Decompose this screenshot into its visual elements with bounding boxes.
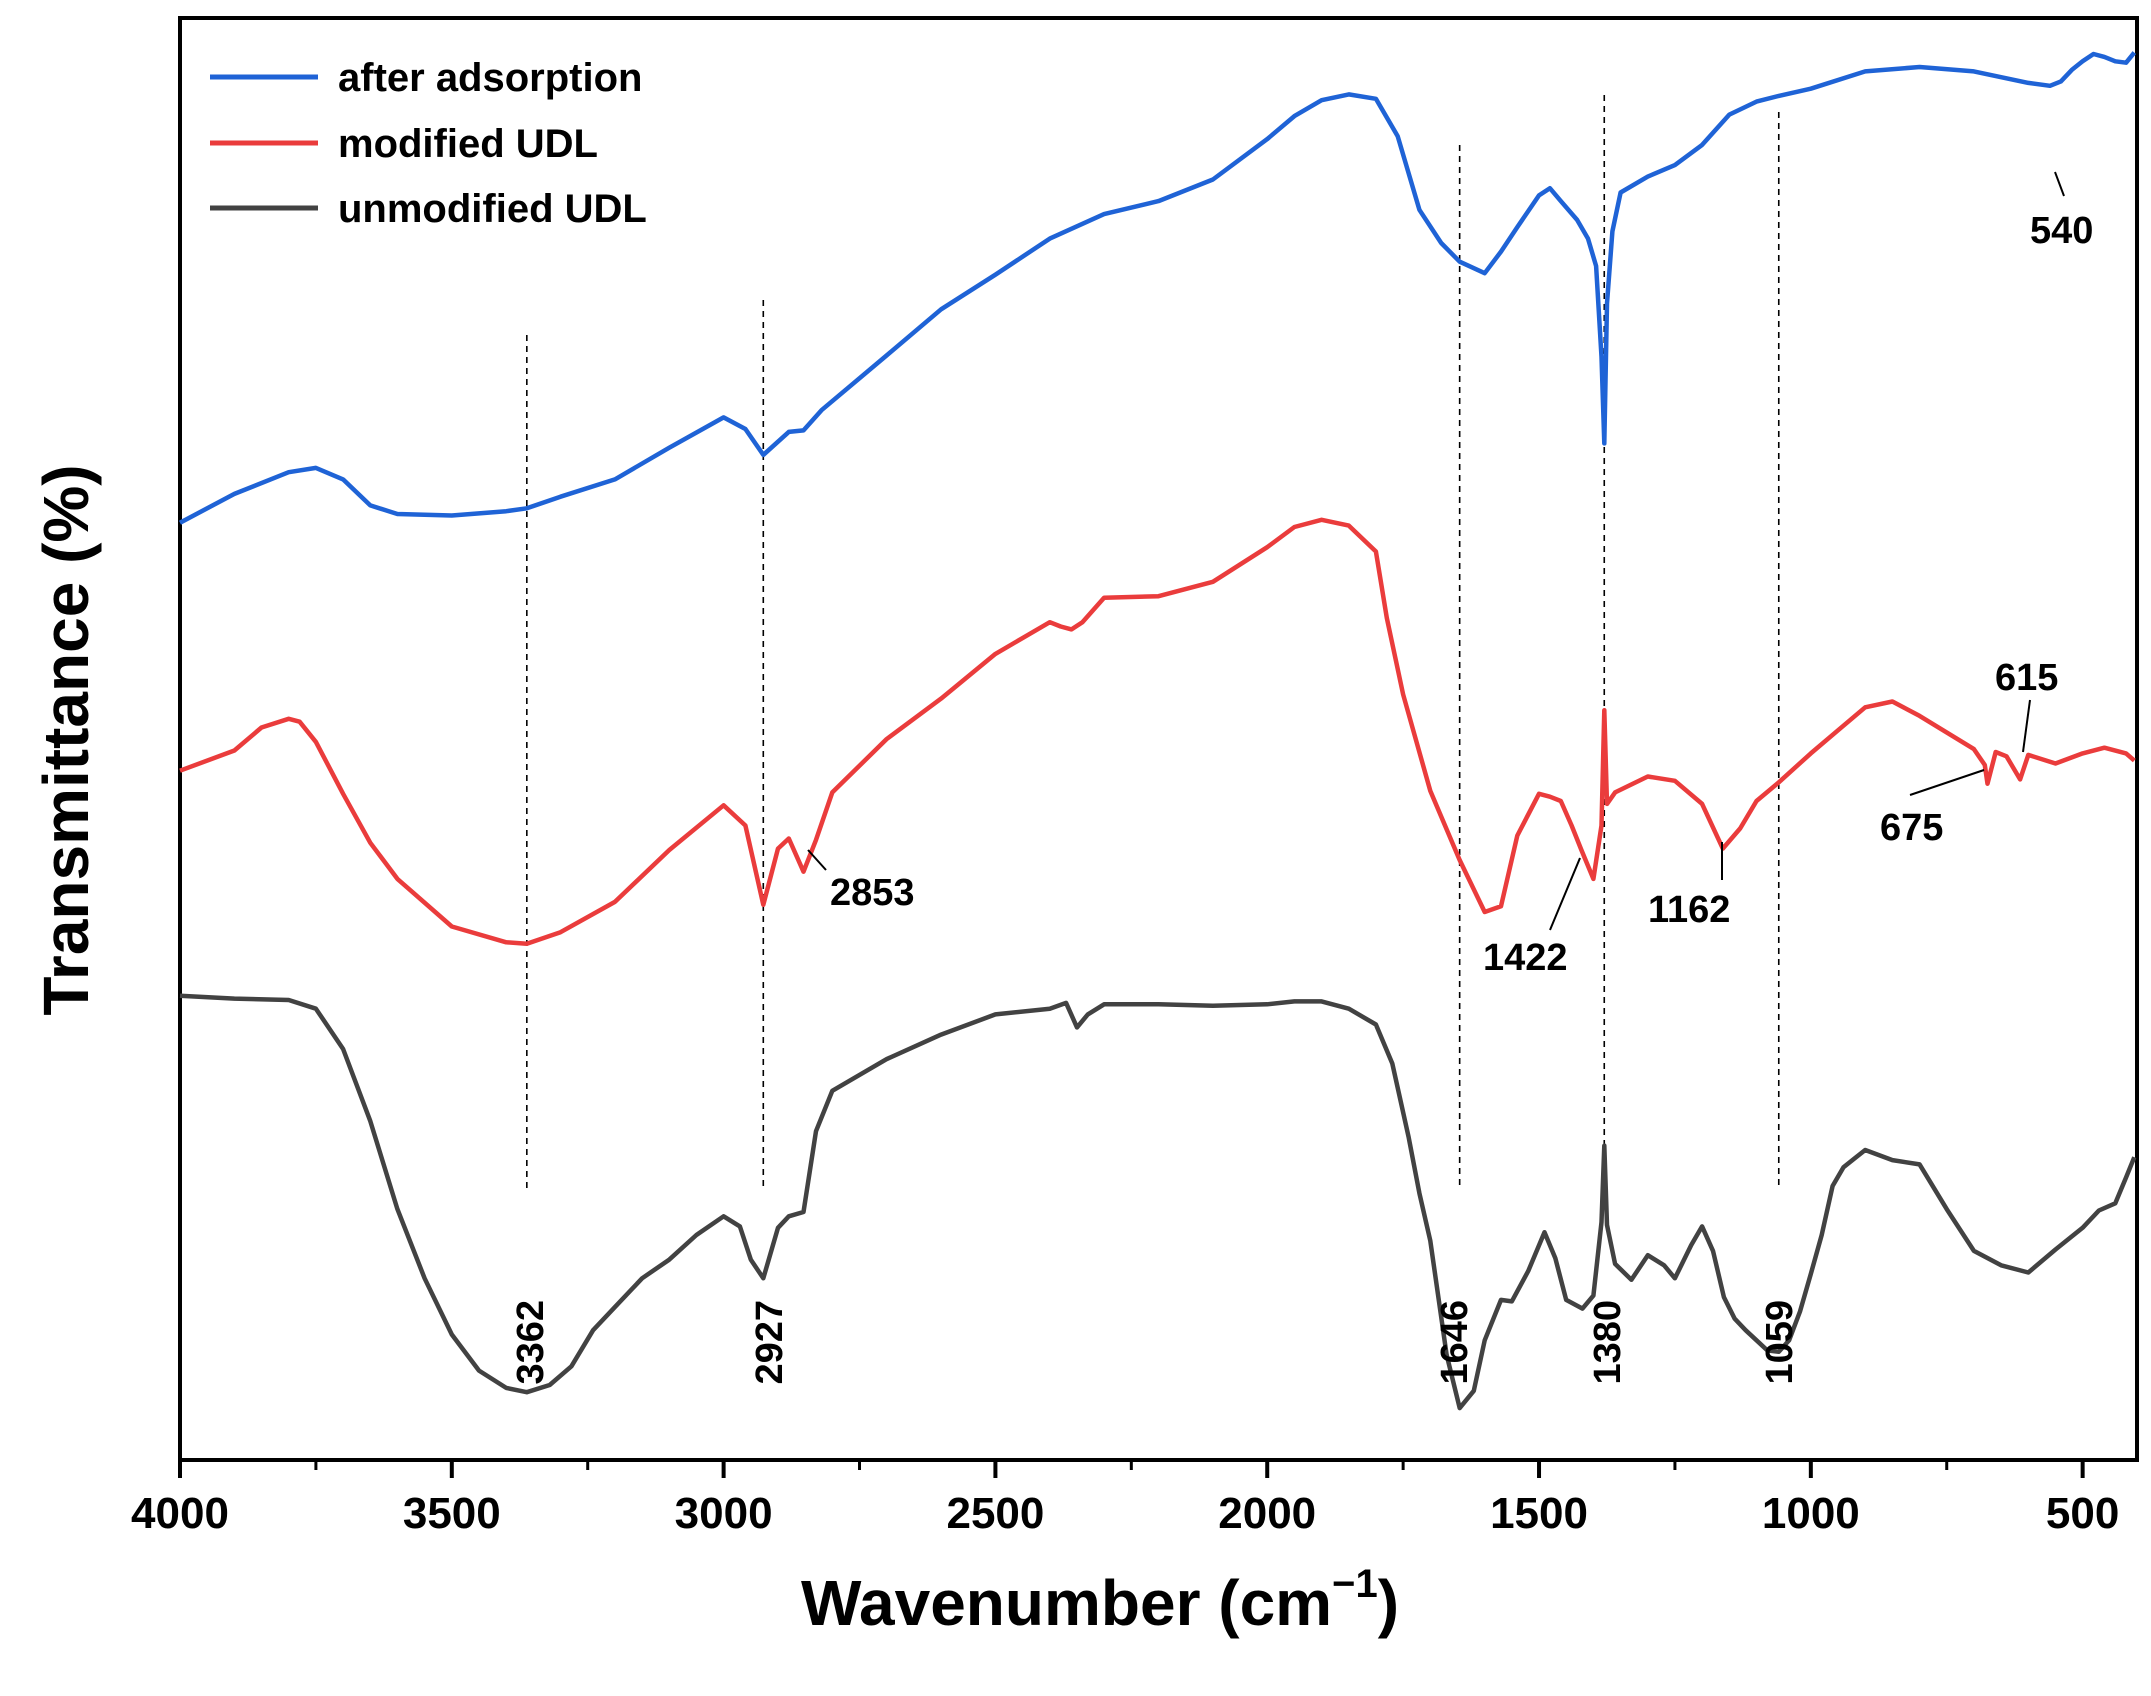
- series-after-adsorption: [178, 51, 2137, 525]
- annotation-615: 615: [1995, 657, 2058, 699]
- x-tick-label-4000: 4000: [131, 1489, 229, 1538]
- x-tick-label-3500: 3500: [403, 1489, 501, 1538]
- ref-label-3362: 3362: [510, 1300, 552, 1385]
- leader-540: [2054, 171, 2065, 197]
- annotation-1162: 1162: [1648, 889, 1730, 931]
- x-tick-label-3000: 3000: [675, 1489, 773, 1538]
- leader-615: [2022, 699, 2031, 753]
- ref-label-1380: 1380: [1587, 1300, 1629, 1385]
- x-tick-label-1500: 1500: [1490, 1489, 1588, 1538]
- legend-label-after-adsorption: after adsorption: [338, 56, 642, 100]
- plot-frame: [178, 16, 2139, 1462]
- x-axis-title-main: Wavenumber (cm: [801, 1567, 1332, 1639]
- series-layer: [178, 51, 2137, 1411]
- annotation-2853: 2853: [830, 872, 915, 914]
- x-axis-ticks: 4000 3500 3000 2500 2000 1500 1000 500: [131, 1460, 2119, 1538]
- peak-annotations: 2853 1422 1162 675 615 540: [807, 171, 2093, 979]
- ref-label-1646: 1646: [1434, 1300, 1476, 1385]
- leader-675: [1909, 769, 1985, 796]
- series-unmodified-udl: [179, 993, 2137, 1411]
- x-axis-title: Wavenumber (cm−1): [801, 1562, 1399, 1639]
- leader-1422: [1549, 857, 1581, 931]
- legend: after adsorption modified UDL unmodified…: [210, 56, 647, 231]
- legend-label-modified-udl: modified UDL: [338, 122, 598, 166]
- x-tick-label-500: 500: [2046, 1489, 2119, 1538]
- x-tick-label-2000: 2000: [1218, 1489, 1316, 1538]
- x-axis-title-sup: −1: [1332, 1562, 1378, 1606]
- annotation-540: 540: [2030, 210, 2093, 252]
- legend-label-unmodified-udl: unmodified UDL: [338, 187, 647, 231]
- x-tick-label-1000: 1000: [1762, 1489, 1860, 1538]
- reference-line-labels: 3362 2927 1646 1380 1059: [510, 1300, 1801, 1385]
- x-axis-title-close: ): [1378, 1567, 1399, 1639]
- series-modified-udl: [179, 517, 2136, 947]
- reference-lines: [526, 95, 1780, 1190]
- leader-2853: [807, 849, 827, 871]
- y-axis-title: Transmittance (%): [30, 464, 102, 1015]
- x-tick-label-2500: 2500: [946, 1489, 1044, 1538]
- ref-label-1059: 1059: [1759, 1300, 1801, 1385]
- annotation-675: 675: [1880, 807, 1943, 849]
- annotation-1422: 1422: [1483, 937, 1568, 979]
- ref-label-2927: 2927: [749, 1300, 791, 1385]
